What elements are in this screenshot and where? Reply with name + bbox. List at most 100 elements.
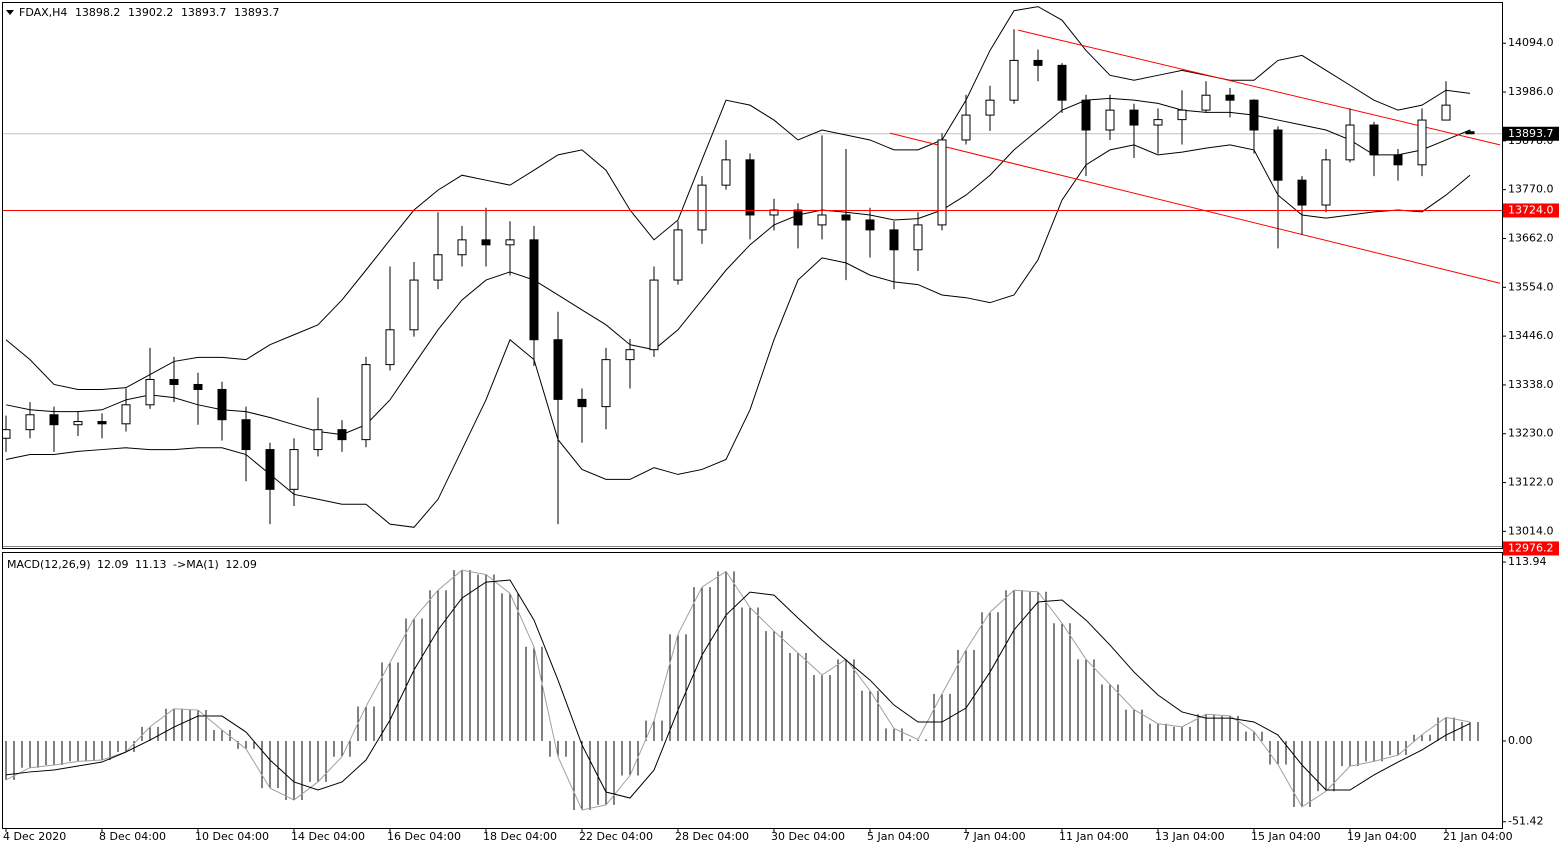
x-tick-label: 15 Jan 04:00 (1251, 830, 1321, 843)
ma-value: 12.09 (225, 558, 257, 571)
y-tick-label: 13338.0 (1508, 378, 1554, 391)
y-tick-label: 13770.0 (1508, 183, 1554, 196)
macd-header: MACD(12,26,9) 12.09 11.13 ->MA(1) 12.09 (7, 558, 257, 571)
candle-body (1393, 154, 1403, 166)
candle-body (1465, 131, 1475, 135)
candle-body (1297, 179, 1307, 206)
x-tick-label: 7 Jan 04:00 (963, 830, 1026, 843)
x-tick-label: 8 Dec 04:00 (99, 830, 166, 843)
price-plot (3, 6, 1502, 528)
x-tick-label: 21 Jan 04:00 (1443, 830, 1513, 843)
x-tick-label: 10 Dec 04:00 (195, 830, 269, 843)
ohlc-open: 13898.2 (75, 6, 121, 19)
candle-body (193, 383, 203, 390)
x-tick-label: 4 Dec 2020 (3, 830, 66, 843)
candle-body (697, 184, 707, 231)
ohlc-close: 13893.7 (234, 6, 280, 19)
x-tick-label: 11 Jan 04:00 (1059, 830, 1129, 843)
candle-body (1201, 94, 1211, 111)
candle-body (169, 379, 179, 385)
candle-body (721, 159, 731, 186)
level-tag-box (1503, 203, 1559, 218)
candle-body (1417, 119, 1427, 166)
price-tag: 13893.7 (1508, 127, 1554, 140)
candle-body (1105, 109, 1115, 131)
candle-body (1177, 109, 1187, 121)
y-tick-label: 13122.0 (1508, 476, 1554, 489)
candle-body (1033, 59, 1043, 66)
candle-body (577, 398, 587, 408)
candle-body (1129, 109, 1139, 126)
y-tick-label: 14094.0 (1508, 36, 1554, 49)
candle-body (121, 404, 131, 425)
candle-body (865, 219, 875, 231)
candle-body (289, 449, 299, 490)
trendline (889, 132, 1501, 284)
y-tick-label: 113.94 (1508, 555, 1547, 568)
ohlc-low: 13893.7 (181, 6, 227, 19)
candle-body (433, 254, 443, 281)
y-tick-label: 13446.0 (1508, 329, 1554, 342)
candle-body (1057, 64, 1067, 101)
candle-body (961, 114, 971, 141)
candle-body (217, 388, 227, 421)
candle-body (937, 139, 947, 226)
candle-body (1369, 124, 1379, 156)
candle-body (841, 214, 851, 221)
candle-body (145, 379, 155, 406)
x-tick-label: 18 Dec 04:00 (483, 830, 557, 843)
candle-body (97, 421, 107, 425)
x-tick-label: 30 Dec 04:00 (771, 830, 845, 843)
candle-body (817, 214, 827, 226)
y-tick-label: 13662.0 (1508, 231, 1554, 244)
macd-plot (5, 569, 1479, 811)
candle-body (385, 329, 395, 366)
candle-body (1081, 99, 1091, 131)
candle-body (793, 209, 803, 226)
price-tag-box (1503, 126, 1559, 141)
y-tick-label: 0.00 (1508, 734, 1533, 747)
candle-body (673, 229, 683, 281)
candle-body (1441, 104, 1451, 121)
candle-body (1009, 59, 1019, 101)
candle-body (337, 429, 347, 441)
candle-body (745, 159, 755, 216)
y-tick-label: 13554.0 (1508, 280, 1554, 293)
candle-body (529, 239, 539, 341)
candle-body (625, 349, 635, 361)
price-panel (2, 2, 1503, 549)
candle-body (553, 339, 563, 400)
candle-body (241, 419, 251, 451)
symbol-header: FDAX,H4 13898.2 13902.2 13893.7 13893.7 (19, 6, 279, 19)
candle-body (25, 414, 35, 431)
x-tick-label: 16 Dec 04:00 (387, 830, 461, 843)
bollinger-lower (5, 144, 1471, 528)
candle-body (3, 429, 11, 439)
macd-panel (2, 552, 1503, 829)
candle-body (1321, 159, 1331, 206)
candle-body (409, 279, 419, 331)
bottom-tag: 12976.2 (1508, 541, 1554, 554)
symbol: FDAX,H4 (19, 6, 67, 19)
candle-body (481, 239, 491, 246)
candle-body (49, 414, 59, 426)
y-tick-label: -51.42 (1508, 815, 1543, 828)
candle-body (505, 239, 515, 246)
candle-body (1153, 119, 1163, 126)
menu-triangle[interactable] (6, 10, 14, 15)
candle-body (985, 99, 995, 116)
ohlc-high: 13902.2 (128, 6, 174, 19)
macd-value: 12.09 (97, 558, 129, 571)
candle-body (361, 364, 371, 441)
bottom-tag-box (1503, 541, 1559, 556)
y-tick-label: 13230.0 (1508, 427, 1554, 440)
candle-body (265, 449, 275, 490)
x-tick-label: 13 Jan 04:00 (1155, 830, 1225, 843)
ma-label: ->MA(1) (173, 558, 219, 571)
x-tick-label: 28 Dec 04:00 (675, 830, 749, 843)
y-tick-label: 13986.0 (1508, 85, 1554, 98)
x-tick-label: 5 Jan 04:00 (867, 830, 930, 843)
candle-body (457, 239, 467, 256)
candle-body (913, 224, 923, 251)
